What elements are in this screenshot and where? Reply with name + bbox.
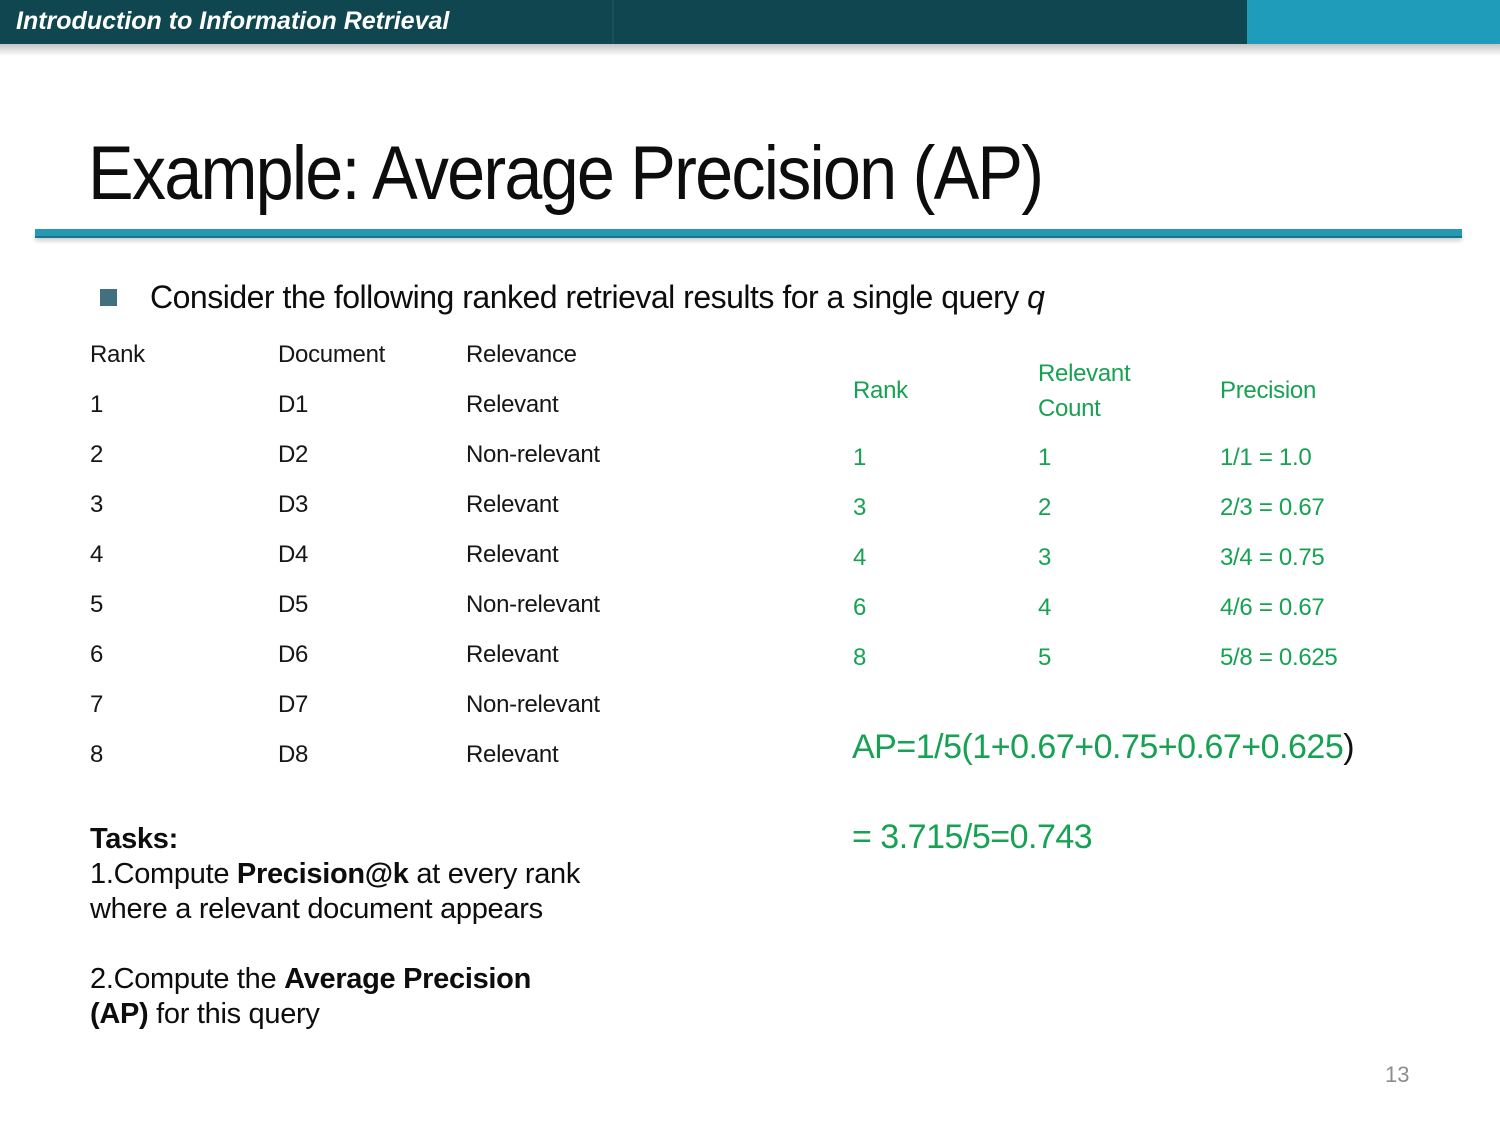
table-cell: 3 [853, 494, 867, 521]
task-2-text: 2.Compute the [90, 963, 285, 995]
header-dark-band [0, 0, 1247, 44]
header-band-divider [612, 0, 614, 44]
ap-formula-line1: AP=1/5(1+0.67+0.75+0.67+0.625) [852, 728, 1355, 767]
table-cell: 7 [90, 691, 104, 718]
slide-title: Example: Average Precision (AP) [88, 131, 1044, 216]
table-cell: D5 [278, 591, 309, 618]
table-cell: 5 [90, 591, 104, 618]
precision-table-header: Rank Relevant Count Precision [853, 338, 1460, 443]
precision-header-rank: Rank [853, 377, 908, 404]
table-cell: Relevant [466, 641, 559, 668]
header-title: Introduction to Information Retrieval [16, 7, 450, 35]
table-cell: 3 [1038, 544, 1052, 571]
tasks-block: Tasks: 1.Compute Precision@k at every ra… [90, 822, 580, 1032]
table-cell: 1 [853, 444, 867, 471]
table-cell: Relevant [466, 541, 559, 568]
bullet-query-variable: q [1027, 279, 1045, 315]
task-2-bold-term: Average Precision [284, 963, 531, 995]
table-cell: Non-relevant [466, 691, 600, 718]
bullet-square-icon [100, 289, 117, 306]
table-cell: D2 [278, 441, 309, 468]
tasks-heading: Tasks: [90, 823, 178, 855]
task-1-bold-term: Precision@k [236, 858, 409, 890]
table-cell: D6 [278, 641, 309, 668]
bullet-text: Consider the following ranked retrieval … [150, 276, 1045, 318]
table-cell: D1 [278, 391, 309, 418]
table-cell: 4 [90, 541, 104, 568]
table-cell: D8 [278, 741, 309, 768]
precision-header-relevant-count: Relevant Count [1038, 359, 1131, 422]
table-cell: 5 [1038, 644, 1052, 671]
header-shadow [0, 44, 1500, 56]
bullet-text-main: Consider the following ranked retrieval … [150, 279, 1028, 315]
ap-formula-closing-paren: ) [1343, 728, 1355, 766]
table-cell: 2/3 = 0.67 [1220, 494, 1325, 521]
table-cell: 2 [1038, 494, 1052, 521]
task-1-text: 1.Compute [90, 858, 237, 890]
task-2-text-cont: for this query [148, 998, 320, 1030]
table-cell: Relevant [466, 741, 559, 768]
table-cell: 6 [853, 594, 867, 621]
precision-table: Rank Relevant Count Precision 1 1 1/1 = … [853, 338, 1460, 693]
ap-formula-line2: = 3.715/5=0.743 [852, 818, 1093, 856]
title-underline-rule [35, 229, 1462, 238]
table-cell: Non-relevant [466, 441, 600, 468]
table-cell: 2 [90, 441, 104, 468]
tasks-spacer [90, 927, 580, 962]
table-cell: D7 [278, 691, 309, 718]
table-cell: 8 [853, 644, 867, 671]
ap-formula-green: AP=1/5(1+0.67+0.75+0.67+0.625 [852, 728, 1344, 766]
header-accent-band [1247, 0, 1500, 44]
results-header-rank: Rank [90, 341, 145, 368]
table-cell: 8 [90, 741, 104, 768]
table-cell: Relevant [466, 391, 559, 418]
results-header-relevance: Relevance [466, 341, 577, 368]
table-cell: 3/4 = 0.75 [1220, 544, 1325, 571]
table-cell: 4 [853, 544, 867, 571]
table-cell: Non-relevant [466, 591, 600, 618]
table-cell: Relevant [466, 491, 559, 518]
table-cell: D3 [278, 491, 309, 518]
bullet-row: Consider the following ranked retrieval … [100, 276, 1045, 318]
table-cell: D4 [278, 541, 309, 568]
table-cell: 1/1 = 1.0 [1220, 444, 1312, 471]
results-table: Rank Document Relevance 1 D1 Relevant 2 … [90, 340, 696, 790]
results-header-document: Document [278, 341, 385, 368]
table-cell: 1 [90, 391, 104, 418]
task-2-bold-term-cont: (AP) [90, 998, 149, 1030]
precision-table-body: 1 1 1/1 = 1.0 3 2 2/3 = 0.67 4 3 3/4 = 0… [853, 443, 1460, 693]
precision-header-precision: Precision [1220, 377, 1317, 404]
table-cell: 4/6 = 0.67 [1220, 594, 1325, 621]
task-2-line-2: (AP) for this query [90, 997, 580, 1032]
task-1-line-1: 1.Compute Precision@k at every rank [90, 857, 580, 892]
task-1-text-cont: at every rank [408, 858, 581, 890]
task-1-line-2: where a relevant document appears [90, 893, 543, 925]
task-2-line-1: 2.Compute the Average Precision [90, 962, 580, 997]
page-number: 13 [1385, 1062, 1410, 1087]
table-cell: 5/8 = 0.625 [1220, 644, 1338, 671]
table-cell: 4 [1038, 594, 1052, 621]
table-cell: 6 [90, 641, 104, 668]
header-bar: Introduction to Information Retrieval [0, 0, 1500, 56]
table-cell: 1 [1038, 444, 1052, 471]
table-cell: 3 [90, 491, 104, 518]
